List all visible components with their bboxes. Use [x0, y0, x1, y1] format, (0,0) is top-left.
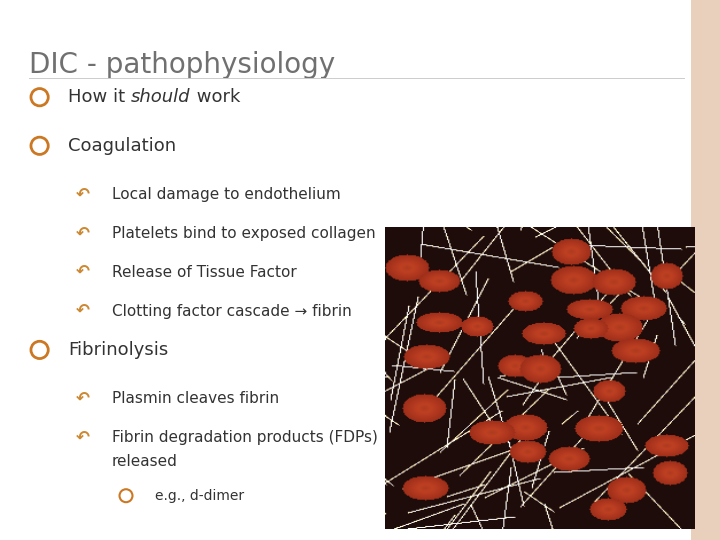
Text: ↶: ↶ — [76, 185, 90, 204]
Text: ↶: ↶ — [76, 224, 90, 242]
Text: Local damage to endothelium: Local damage to endothelium — [112, 187, 341, 202]
Text: Release of Tissue Factor: Release of Tissue Factor — [112, 265, 297, 280]
Text: ↶: ↶ — [76, 263, 90, 281]
Text: e.g., d-dimer: e.g., d-dimer — [155, 489, 244, 503]
Text: ↶: ↶ — [76, 302, 90, 320]
Text: work: work — [191, 88, 240, 106]
Text: Fibrin degradation products (FDPs): Fibrin degradation products (FDPs) — [112, 430, 377, 445]
Text: ↶: ↶ — [76, 428, 90, 447]
Text: Coagulation: Coagulation — [68, 137, 176, 155]
Text: DIC - pathophysiology: DIC - pathophysiology — [29, 51, 335, 79]
Text: ↶: ↶ — [76, 389, 90, 408]
Text: should: should — [131, 88, 191, 106]
Text: Clotting factor cascade → fibrin: Clotting factor cascade → fibrin — [112, 303, 351, 319]
Text: Platelets bind to exposed collagen: Platelets bind to exposed collagen — [112, 226, 375, 241]
Text: released: released — [112, 454, 177, 469]
Text: Fibrinolysis: Fibrinolysis — [68, 341, 168, 359]
Bar — [691, 0, 720, 540]
Text: How it: How it — [68, 88, 131, 106]
Text: Plasmin cleaves fibrin: Plasmin cleaves fibrin — [112, 391, 279, 406]
